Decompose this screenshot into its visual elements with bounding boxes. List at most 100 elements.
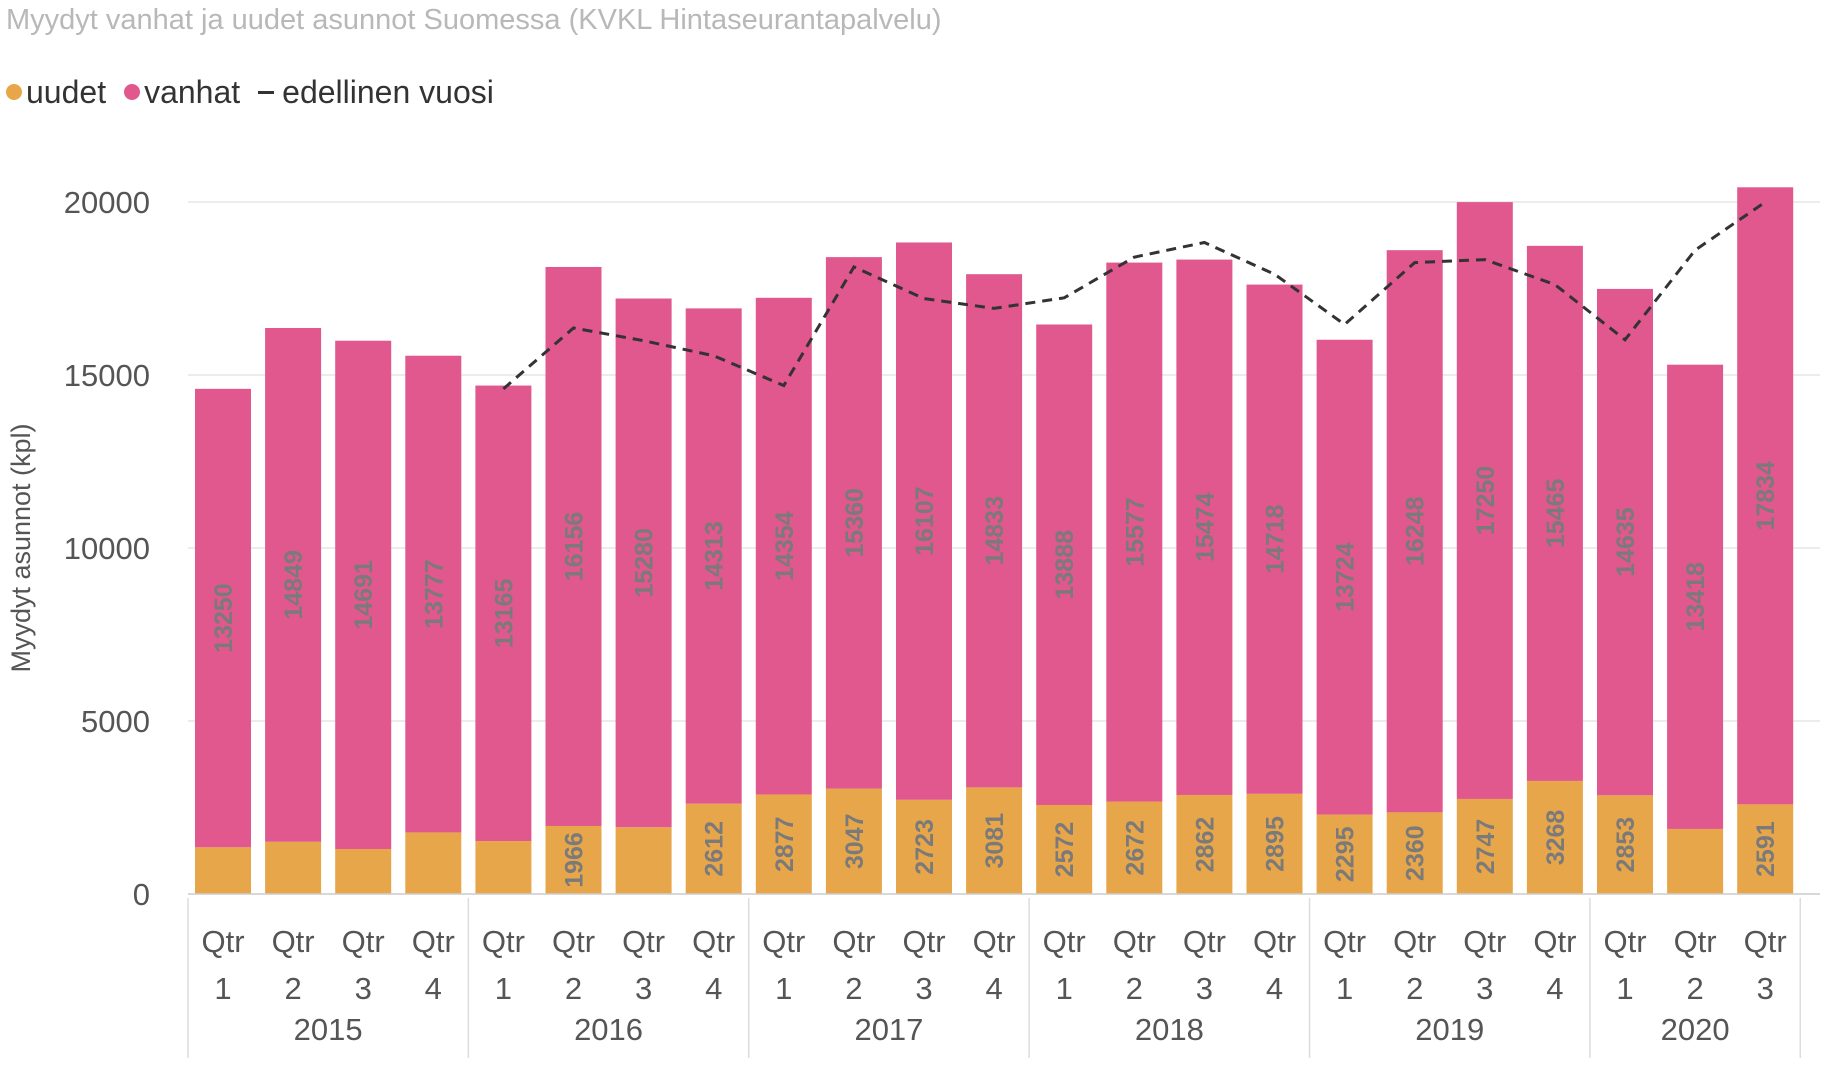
bar-vanhat[interactable] <box>1526 245 1583 781</box>
x-tick-label-qtr: Qtr <box>832 924 875 959</box>
legend-label-vanhat: vanhat <box>144 73 241 110</box>
data-label-vanhat: 16156 <box>561 512 589 582</box>
bar-vanhat[interactable] <box>265 327 322 842</box>
bar-vanhat[interactable] <box>1386 250 1443 813</box>
bar-vanhat[interactable] <box>475 385 532 842</box>
bar-vanhat[interactable] <box>1737 187 1794 805</box>
bar-uudet[interactable] <box>195 847 251 894</box>
bar-uudet[interactable] <box>825 788 882 894</box>
bar-vanhat[interactable] <box>335 340 392 850</box>
x-tick-label-qtr-number: 4 <box>985 971 1002 1006</box>
bar-vanhat[interactable] <box>615 298 672 828</box>
data-label-vanhat: 15360 <box>841 488 869 558</box>
bar-vanhat[interactable] <box>1176 259 1233 795</box>
legend-item-edellinen-vuosi[interactable]: edellinen vuosi <box>258 74 494 111</box>
data-label-vanhat: 14718 <box>1262 504 1290 574</box>
x-tick-label-qtr: Qtr <box>482 924 525 959</box>
chart-title: Myydyt vanhat ja uudet asunnot Suomessa … <box>6 4 942 36</box>
bar-uudet[interactable] <box>615 827 672 894</box>
bar-uudet[interactable] <box>1526 780 1583 894</box>
data-label-vanhat: 13250 <box>210 583 238 653</box>
x-tick-label-qtr: Qtr <box>1674 924 1717 959</box>
bar-uudet[interactable] <box>545 825 602 894</box>
legend-label-edellinen-vuosi: edellinen vuosi <box>282 73 494 110</box>
x-year-label: 2017 <box>854 1012 923 1047</box>
legend-label-uudet: uudet <box>26 73 107 110</box>
x-tick-label-qtr: Qtr <box>1744 924 1787 959</box>
bar-uudet[interactable] <box>896 799 952 894</box>
x-tick-label-qtr-number: 4 <box>425 971 442 1006</box>
y-axis-title: Myydyt asunnot (kpl) <box>6 423 36 672</box>
data-label-vanhat: 15280 <box>631 528 659 598</box>
bar-uudet[interactable] <box>475 841 532 894</box>
bar-uudet[interactable] <box>1737 804 1794 894</box>
bar-uudet[interactable] <box>405 832 462 894</box>
data-label-vanhat: 13888 <box>1051 530 1079 600</box>
bar-vanhat[interactable] <box>755 297 812 795</box>
x-tick-label-qtr-number: 1 <box>495 971 512 1006</box>
bar-uudet[interactable] <box>1667 828 1724 894</box>
y-tick-label: 10000 <box>64 531 150 566</box>
bar-vanhat[interactable] <box>1316 339 1373 815</box>
x-year-label: 2020 <box>1661 1012 1730 1047</box>
x-tick-label-qtr: Qtr <box>1323 924 1366 959</box>
bar-vanhat[interactable] <box>1667 364 1724 829</box>
bar-vanhat[interactable] <box>545 266 602 826</box>
x-tick-label-qtr: Qtr <box>1603 924 1646 959</box>
data-label-vanhat: 14635 <box>1612 507 1640 577</box>
x-tick-label-qtr-number: 4 <box>1546 971 1563 1006</box>
x-tick-label-qtr-number: 4 <box>705 971 722 1006</box>
bar-uudet[interactable] <box>1316 814 1373 894</box>
bar-uudet[interactable] <box>685 803 742 894</box>
bar-vanhat[interactable] <box>825 257 882 789</box>
x-tick-label-qtr-number: 1 <box>1616 971 1633 1006</box>
bar-uudet[interactable] <box>755 794 812 894</box>
x-tick-label-qtr: Qtr <box>1043 924 1086 959</box>
bar-uudet[interactable] <box>1106 801 1163 894</box>
x-year-label: 2016 <box>574 1012 643 1047</box>
data-label-vanhat: 16107 <box>911 486 939 556</box>
data-label-vanhat: 15465 <box>1542 479 1570 549</box>
y-tick-label: 15000 <box>64 358 150 393</box>
bar-uudet[interactable] <box>1036 805 1093 894</box>
bar-vanhat[interactable] <box>966 274 1023 788</box>
data-label-uudet: 2895 <box>1262 816 1290 872</box>
data-label-uudet: 2295 <box>1332 826 1360 882</box>
legend-item-vanhat[interactable]: vanhat <box>124 74 240 111</box>
bar-uudet[interactable] <box>1597 795 1653 894</box>
bar-uudet[interactable] <box>335 849 392 894</box>
x-tick-label-qtr-number: 1 <box>1336 971 1353 1006</box>
bar-vanhat[interactable] <box>1036 324 1093 806</box>
data-label-vanhat: 14833 <box>981 496 1009 566</box>
data-label-uudet: 2672 <box>1121 820 1149 876</box>
legend-item-uudet[interactable]: uudet <box>6 74 106 111</box>
bar-uudet[interactable] <box>1246 793 1303 894</box>
x-tick-label-qtr-number: 4 <box>1266 971 1283 1006</box>
bar-vanhat[interactable] <box>1106 262 1163 802</box>
x-tick-label-qtr: Qtr <box>201 924 244 959</box>
bar-uudet[interactable] <box>265 841 322 894</box>
bar-vanhat[interactable] <box>1597 288 1653 796</box>
x-tick-label-qtr: Qtr <box>973 924 1016 959</box>
data-label-vanhat: 14313 <box>701 521 729 591</box>
bar-vanhat[interactable] <box>1456 202 1513 799</box>
bar-uudet[interactable] <box>1386 812 1443 894</box>
x-tick-label-qtr: Qtr <box>692 924 735 959</box>
bar-vanhat[interactable] <box>405 355 462 833</box>
x-tick-label-qtr: Qtr <box>1463 924 1506 959</box>
bar-vanhat[interactable] <box>685 308 742 804</box>
data-label-uudet: 3268 <box>1542 810 1570 866</box>
bar-vanhat[interactable] <box>896 242 952 800</box>
bar-uudet[interactable] <box>966 787 1023 894</box>
data-label-vanhat: 13724 <box>1332 542 1360 612</box>
bar-uudet[interactable] <box>1456 798 1513 894</box>
x-tick-label-qtr: Qtr <box>762 924 805 959</box>
bar-vanhat[interactable] <box>195 388 251 848</box>
x-tick-label-qtr: Qtr <box>1393 924 1436 959</box>
data-label-uudet: 2572 <box>1051 822 1079 878</box>
bar-uudet[interactable] <box>1176 794 1233 894</box>
x-tick-label-qtr: Qtr <box>412 924 455 959</box>
legend-swatch-vanhat <box>124 84 141 100</box>
x-year-label: 2015 <box>294 1012 363 1047</box>
bar-vanhat[interactable] <box>1246 284 1303 794</box>
